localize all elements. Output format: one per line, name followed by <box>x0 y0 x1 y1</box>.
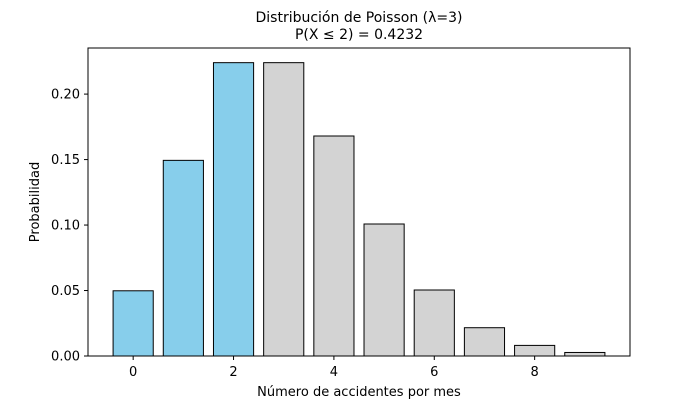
y-axis-ticks: 0.00 0.05 0.10 0.15 0.20 <box>51 88 88 365</box>
bar-x-0 <box>112 290 154 357</box>
bar-x-6 <box>413 289 455 357</box>
y-tick-label: 0.10 <box>51 219 80 234</box>
x-axis-label: Número de accidentes por mes <box>257 385 461 400</box>
bar-x-1 <box>162 159 204 357</box>
y-axis-label: Probabilidad <box>28 162 43 242</box>
x-tick-label: 2 <box>229 365 237 380</box>
bar-x-8 <box>514 344 556 357</box>
chart-subtitle: P(X ≤ 2) = 0.4232 <box>295 27 423 43</box>
y-tick-label: 0.00 <box>51 350 80 365</box>
y-tick-label: 0.15 <box>51 153 80 168</box>
bar-x-9 <box>564 351 606 357</box>
chart-title: Distribución de Poisson (λ=3) <box>255 10 462 26</box>
bars-group <box>112 62 606 357</box>
bar-x-4 <box>313 135 355 357</box>
y-tick-label: 0.20 <box>51 88 80 103</box>
bar-x-7 <box>463 327 506 357</box>
x-tick-label: 4 <box>330 365 338 380</box>
x-tick-label: 0 <box>129 365 137 380</box>
bar-x-5 <box>363 223 405 357</box>
y-tick-label: 0.05 <box>51 284 80 299</box>
x-axis-ticks: 0 2 4 6 8 <box>129 356 539 380</box>
x-tick-label: 6 <box>430 365 438 380</box>
bar-x-3 <box>263 62 305 357</box>
plot-frame <box>87 47 631 357</box>
bar-x-2 <box>212 62 255 357</box>
x-tick-label: 8 <box>531 365 539 380</box>
